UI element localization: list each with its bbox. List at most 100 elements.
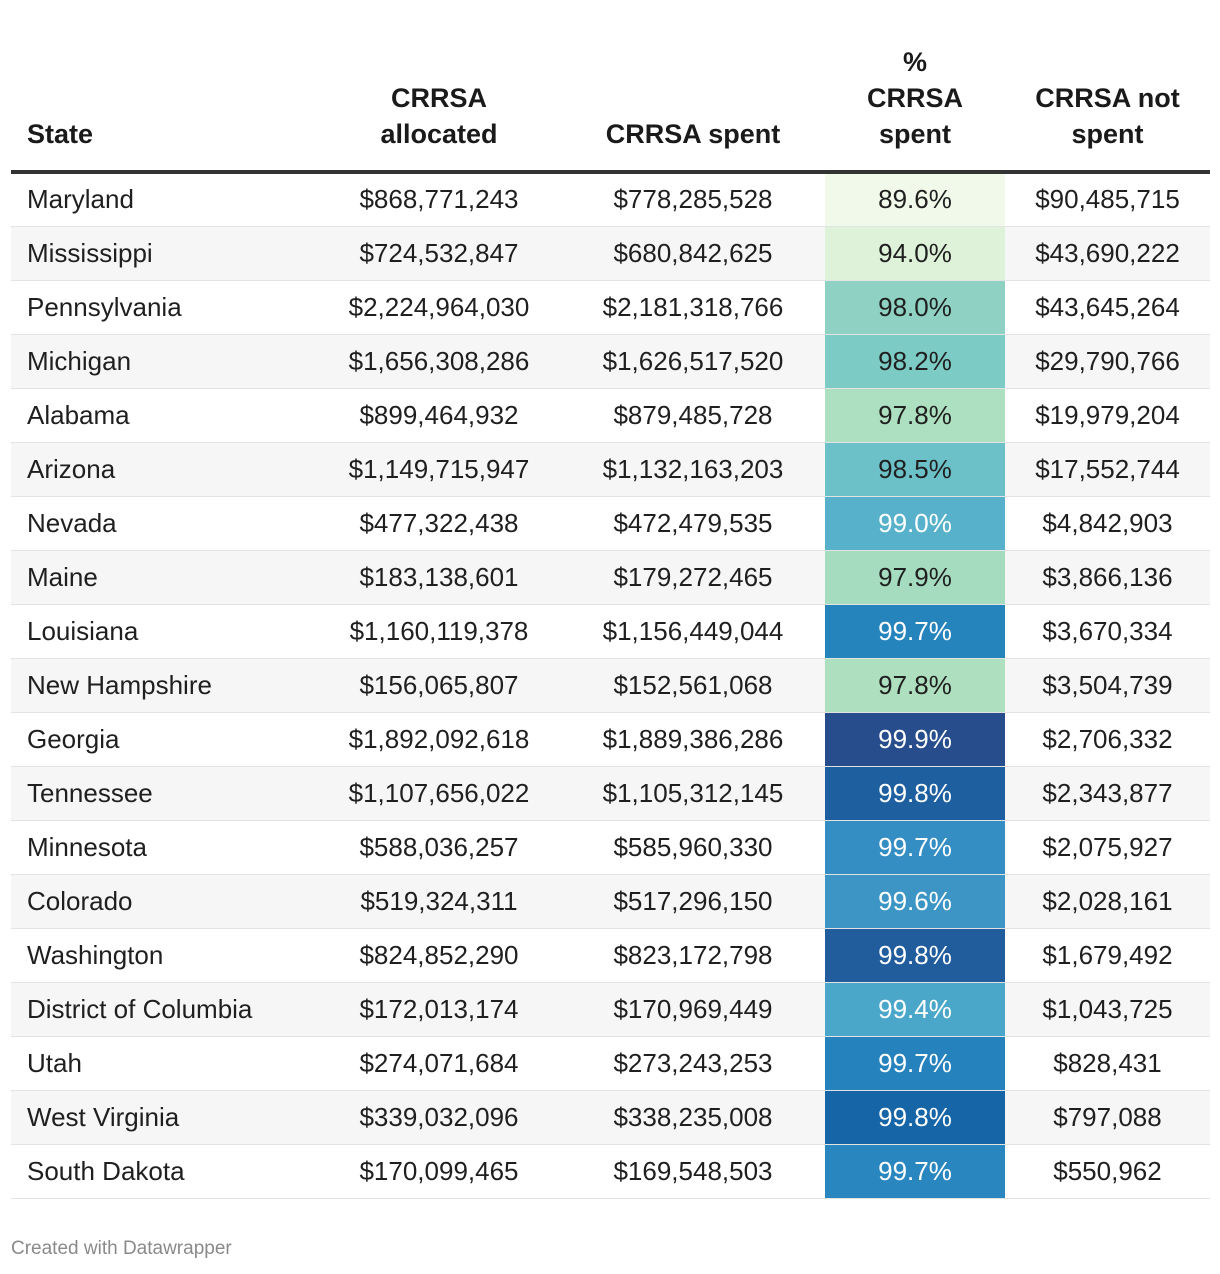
cell-spent: $179,272,465 bbox=[613, 561, 773, 592]
table-row: Nevada $477,322,438 $472,479,535 99.0% $4,84… bbox=[11, 496, 1210, 550]
cell-state: West Virginia bbox=[27, 1101, 180, 1132]
table-row: Maryland $868,771,243 $778,285,528 89.6% $90… bbox=[11, 172, 1210, 226]
header-pct-crrsa-spent: % CRRSA spent bbox=[825, 0, 1005, 172]
crrsa-table: State CRRSA allocated CRRSA spent% CRRSA spen… bbox=[11, 0, 1210, 1199]
cell-pct-spent: 98.0% bbox=[825, 280, 1005, 334]
cell-state: Utah bbox=[27, 1047, 82, 1078]
cell-spent: $680,842,625 bbox=[613, 237, 773, 268]
cell-state: Minnesota bbox=[27, 831, 147, 862]
table-row: South Dakota $170,099,465 $169,548,503 99.7… bbox=[11, 1144, 1210, 1198]
cell-allocated: $170,099,465 bbox=[359, 1155, 519, 1186]
table-row: West Virginia $339,032,096 $338,235,008 99.… bbox=[11, 1090, 1210, 1144]
cell-spent: $338,235,008 bbox=[613, 1101, 773, 1132]
cell-spent: $1,626,517,520 bbox=[602, 345, 784, 376]
cell-spent: $170,969,449 bbox=[613, 993, 773, 1024]
cell-spent: $152,561,068 bbox=[613, 669, 773, 700]
cell-not-spent: $2,028,161 bbox=[1042, 885, 1173, 916]
table-row: Mississippi $724,532,847 $680,842,625 94.0%… bbox=[11, 226, 1210, 280]
cell-spent: $1,105,312,145 bbox=[602, 777, 784, 808]
cell-pct-spent: 99.7% bbox=[825, 1036, 1005, 1090]
cell-pct-spent: 99.6% bbox=[825, 874, 1005, 928]
cell-state: Michigan bbox=[27, 345, 132, 376]
cell-pct-spent: 99.0% bbox=[825, 496, 1005, 550]
cell-not-spent: $43,645,264 bbox=[1035, 291, 1180, 322]
cell-allocated: $899,464,932 bbox=[359, 399, 519, 430]
cell-spent: $879,485,728 bbox=[613, 399, 773, 430]
cell-not-spent: $90,485,715 bbox=[1035, 184, 1180, 215]
cell-pct-spent: 99.7% bbox=[825, 1144, 1005, 1198]
cell-allocated: $477,322,438 bbox=[359, 507, 519, 538]
cell-state: Tennessee bbox=[27, 777, 153, 808]
header-line: spent bbox=[878, 119, 951, 149]
header-line: CRRSA not bbox=[1035, 83, 1180, 113]
cell-pct-spent: 98.5% bbox=[825, 442, 1005, 496]
header-line: CRRSA bbox=[390, 83, 487, 113]
cell-allocated: $1,160,119,378 bbox=[349, 615, 529, 646]
table-row: New Hampshire $156,065,807 $152,561,068 97.… bbox=[11, 658, 1210, 712]
header-line: % bbox=[902, 47, 927, 77]
table-row: Maine $183,138,601 $179,272,465 97.9% $3,866… bbox=[11, 550, 1210, 604]
cell-state: New Hampshire bbox=[27, 669, 212, 700]
cell-allocated: $1,107,656,022 bbox=[348, 777, 530, 808]
cell-pct-spent: 99.9% bbox=[825, 712, 1005, 766]
cell-not-spent: $3,866,136 bbox=[1042, 561, 1173, 592]
cell-not-spent: $3,504,739 bbox=[1042, 669, 1173, 700]
cell-allocated: $824,852,290 bbox=[359, 939, 519, 970]
cell-spent: $1,156,449,044 bbox=[602, 615, 784, 646]
table-row: Washington $824,852,290 $823,172,798 99.8% $… bbox=[11, 928, 1210, 982]
cell-not-spent: $550,962 bbox=[1053, 1155, 1162, 1186]
table-row: Pennsylvania $2,224,964,030 $2,181,318,766… bbox=[11, 280, 1210, 334]
cell-not-spent: $43,690,222 bbox=[1035, 237, 1180, 268]
footer-credit: Created with Datawrapper bbox=[11, 1238, 232, 1259]
cell-pct-spent: 99.4% bbox=[825, 982, 1005, 1036]
cell-allocated: $172,013,174 bbox=[359, 993, 519, 1024]
table-header: State CRRSA allocated CRRSA spent% CRRSA spen… bbox=[11, 0, 1210, 172]
cell-pct-spent: 97.9% bbox=[825, 550, 1005, 604]
cell-allocated: $1,656,308,286 bbox=[348, 345, 530, 376]
table-row: Minnesota $588,036,257 $585,960,330 99.7% $2… bbox=[11, 820, 1210, 874]
cell-not-spent: $2,706,332 bbox=[1042, 723, 1173, 754]
cell-not-spent: $1,043,725 bbox=[1042, 993, 1173, 1024]
cell-not-spent: $828,431 bbox=[1053, 1047, 1162, 1078]
header-line: allocated bbox=[380, 119, 498, 149]
table-row: District of Columbia $172,013,174 $170,969… bbox=[11, 982, 1210, 1036]
cell-not-spent: $17,552,744 bbox=[1035, 453, 1180, 484]
cell-pct-spent: 97.8% bbox=[825, 388, 1005, 442]
table-row: Utah $274,071,684 $273,243,253 99.7% $828,43… bbox=[11, 1036, 1210, 1090]
header-crrsa-spent: CRRSA spent bbox=[561, 0, 825, 172]
cell-state: Pennsylvania bbox=[27, 291, 182, 322]
header-line: State bbox=[27, 119, 94, 149]
table-row: Tennessee $1,107,656,022 $1,105,312,145 99.… bbox=[11, 766, 1210, 820]
cell-allocated: $339,032,096 bbox=[359, 1101, 519, 1132]
cell-allocated: $156,065,807 bbox=[359, 669, 519, 700]
crrsa-table-container: State CRRSA allocated CRRSA spent% CRRSA spen… bbox=[11, 0, 1210, 1199]
cell-state: South Dakota bbox=[27, 1155, 185, 1186]
cell-state: Nevada bbox=[27, 507, 117, 538]
cell-state: Maine bbox=[27, 561, 98, 592]
cell-allocated: $724,532,847 bbox=[359, 237, 519, 268]
cell-spent: $823,172,798 bbox=[613, 939, 773, 970]
cell-not-spent: $3,670,334 bbox=[1042, 615, 1173, 646]
cell-allocated: $183,138,601 bbox=[359, 561, 519, 592]
cell-pct-spent: 99.8% bbox=[825, 766, 1005, 820]
cell-allocated: $868,771,243 bbox=[359, 184, 519, 215]
header-crrsa-allocated: CRRSA allocated bbox=[317, 0, 561, 172]
cell-pct-spent: 99.8% bbox=[825, 1090, 1005, 1144]
cell-state: District of Columbia bbox=[27, 993, 253, 1024]
table-body: Maryland $868,771,243 $778,285,528 89.6% $90… bbox=[11, 172, 1210, 1198]
cell-state: Mississippi bbox=[27, 237, 153, 268]
cell-state: Maryland bbox=[27, 184, 134, 215]
header-state: State bbox=[11, 0, 317, 172]
cell-spent: $273,243,253 bbox=[613, 1047, 773, 1078]
table-row: Georgia $1,892,092,618 $1,889,386,286 99.9%… bbox=[11, 712, 1210, 766]
cell-spent: $472,479,535 bbox=[613, 507, 773, 538]
cell-state: Arizona bbox=[27, 453, 116, 484]
cell-state: Alabama bbox=[27, 399, 130, 430]
cell-not-spent: $29,790,766 bbox=[1035, 345, 1180, 376]
table-row: Colorado $519,324,311 $517,296,150 99.6% $2,… bbox=[11, 874, 1210, 928]
table-row: Alabama $899,464,932 $879,485,728 97.8% $19,… bbox=[11, 388, 1210, 442]
cell-pct-spent: 99.7% bbox=[825, 820, 1005, 874]
cell-allocated: $274,071,684 bbox=[359, 1047, 519, 1078]
cell-pct-spent: 98.2% bbox=[825, 334, 1005, 388]
cell-not-spent: $4,842,903 bbox=[1042, 507, 1173, 538]
